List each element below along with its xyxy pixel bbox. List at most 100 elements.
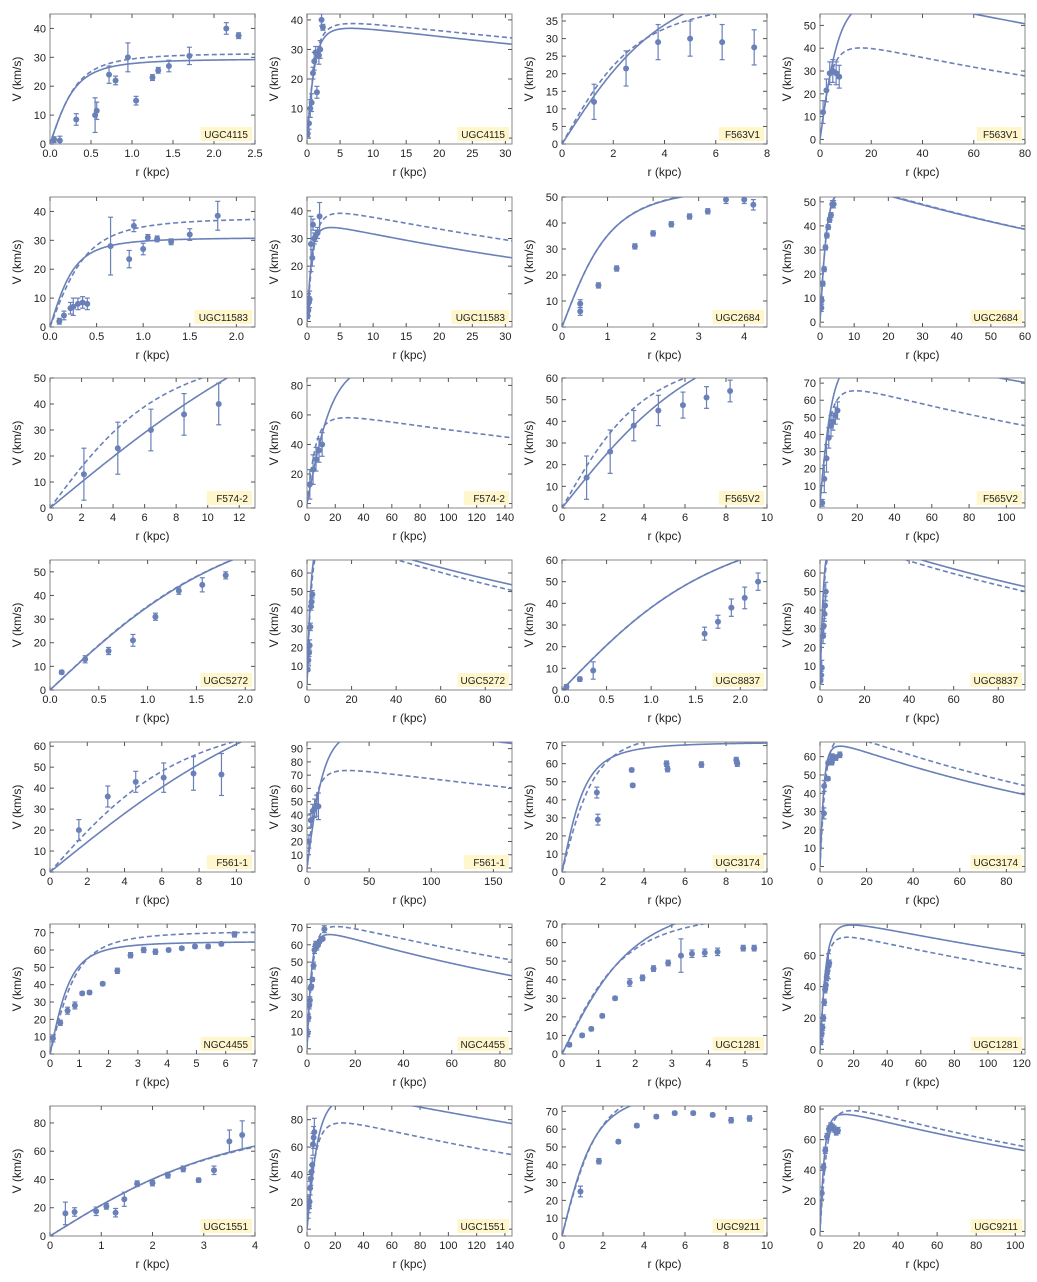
y-tick-label: 40 bbox=[546, 975, 558, 987]
data-point bbox=[180, 1165, 187, 1172]
data-point bbox=[633, 1122, 640, 1129]
galaxy-label-bg bbox=[712, 310, 764, 324]
data-point bbox=[235, 32, 242, 39]
x-tick-label: 100 bbox=[979, 1058, 997, 1070]
y-tick-label: 10 bbox=[291, 1026, 303, 1038]
data-point bbox=[149, 1180, 156, 1187]
galaxy-label: UGC2684 bbox=[716, 313, 761, 324]
chart-svg: 0.0 0.5 1.0 1.5 2.0 2.5 0 10 20 30 40 r (kpc) V (km/… bbox=[10, 13, 263, 179]
chart-panel: 0 2 4 6 8 10 0 10 20 30 40 50 60 r (kpc) V (km/s) F565V… bbox=[514, 373, 779, 554]
y-tick-label: 40 bbox=[291, 974, 303, 986]
data-point bbox=[308, 598, 315, 605]
x-tick-label: 0.5 bbox=[599, 694, 614, 706]
x-tick-label: 0 bbox=[559, 148, 565, 160]
chart-svg: 0 20 40 60 80 0 10 20 30 40 50 60 70 r (kpc) V (km/s) N… bbox=[267, 922, 513, 1089]
x-tick-label: 4 bbox=[164, 1058, 170, 1070]
x-tick-label: 20 bbox=[349, 1058, 361, 1070]
y-tick-label: 80 bbox=[804, 1104, 816, 1116]
data-point bbox=[591, 98, 598, 105]
data-point bbox=[71, 1208, 78, 1215]
galaxy-label: UGC5272 bbox=[204, 676, 249, 687]
x-tick-label: 10 bbox=[761, 876, 773, 888]
y-tick-label: 40 bbox=[34, 1174, 46, 1186]
y-tick-label: 10 bbox=[34, 1032, 46, 1044]
data-point bbox=[152, 948, 159, 955]
data-point bbox=[309, 1161, 316, 1168]
galaxy-label: F565V2 bbox=[983, 494, 1018, 505]
x-axis-title: r (kpc) bbox=[136, 711, 170, 725]
x-tick-label: 20 bbox=[433, 331, 445, 343]
y-tick-label: 10 bbox=[546, 296, 558, 308]
plot-frame bbox=[819, 196, 1026, 328]
y-tick-label: 25 bbox=[546, 51, 558, 63]
y-tick-label: 60 bbox=[804, 395, 816, 407]
x-tick-label: 0 bbox=[817, 1240, 823, 1252]
curve-group bbox=[50, 378, 229, 508]
x-tick-label: 6 bbox=[159, 876, 165, 888]
y-tick-label: 40 bbox=[291, 810, 303, 822]
plot-frame bbox=[49, 741, 256, 873]
y-tick-label: 60 bbox=[804, 752, 816, 764]
galaxy-label-bg bbox=[451, 310, 509, 324]
data-point bbox=[723, 197, 729, 203]
x-tick-label: 20 bbox=[433, 148, 445, 160]
x-axis-title: r (kpc) bbox=[393, 165, 427, 179]
chart-svg: 0 2 4 6 8 0 5 10 15 20 25 30 35 r (kpc) V (km/s) F563V1 bbox=[522, 13, 770, 179]
galaxy-label: NGC4455 bbox=[204, 1040, 249, 1051]
data-point bbox=[308, 983, 315, 990]
y-axis-title: V (km/s) bbox=[780, 603, 794, 648]
y-tick-label: 20 bbox=[804, 1013, 816, 1025]
y-axis-title: V (km/s) bbox=[522, 785, 536, 830]
data-point bbox=[223, 25, 230, 32]
data-point bbox=[830, 418, 837, 425]
y-tick-label: 20 bbox=[804, 1196, 816, 1208]
y-tick-label: 50 bbox=[291, 957, 303, 969]
x-tick-label: 60 bbox=[926, 512, 938, 524]
x-tick-label: 60 bbox=[954, 876, 966, 888]
galaxy-label: F574-2 bbox=[473, 494, 505, 505]
y-tick-label: 0 bbox=[552, 867, 558, 879]
chart-svg: 0 2 4 6 8 10 0 10 20 30 40 50 60 r (kpc) V (km/s) F565V… bbox=[522, 373, 773, 543]
galaxy-label-bg bbox=[206, 491, 252, 505]
x-tick-label: 0 bbox=[304, 1058, 310, 1070]
y-tick-label: 10 bbox=[34, 661, 46, 673]
x-axis-title: r (kpc) bbox=[648, 1257, 682, 1271]
curve-group bbox=[562, 1106, 753, 1236]
y-tick-label: 50 bbox=[546, 577, 558, 589]
x-tick-label: 40 bbox=[951, 331, 963, 343]
model-curve-dashed bbox=[50, 1146, 255, 1236]
x-tick-label: 80 bbox=[1000, 876, 1012, 888]
x-tick-label: 6 bbox=[682, 1240, 688, 1252]
y-tick-label: 50 bbox=[546, 395, 558, 407]
data-point bbox=[164, 1172, 171, 1179]
y-tick-label: 40 bbox=[804, 1165, 816, 1177]
galaxy-label-bg bbox=[200, 1037, 252, 1051]
y-tick-label: 30 bbox=[546, 993, 558, 1005]
chart-panel: 0.0 0.5 1.0 1.5 2.0 0 10 20 30 40 50 60 r (kpc) V (km… bbox=[514, 555, 779, 736]
y-tick-label: 20 bbox=[34, 451, 46, 463]
y-tick-label: 50 bbox=[34, 567, 46, 579]
y-tick-label: 70 bbox=[34, 928, 46, 940]
y-tick-label: 10 bbox=[291, 661, 303, 673]
x-tick-label: 20 bbox=[329, 512, 341, 524]
x-tick-label: 1.5 bbox=[688, 694, 703, 706]
x-axis-title: r (kpc) bbox=[393, 529, 427, 543]
x-tick-label: 0.0 bbox=[42, 148, 57, 160]
y-axis-title: V (km/s) bbox=[780, 785, 794, 830]
y-tick-label: 40 bbox=[291, 206, 303, 218]
data-point bbox=[160, 774, 167, 781]
galaxy-label-bg bbox=[457, 127, 509, 141]
data-point bbox=[121, 1196, 128, 1203]
y-tick-label: 20 bbox=[546, 69, 558, 81]
data-point bbox=[307, 666, 311, 673]
data-point bbox=[820, 304, 825, 311]
y-axis-title: V (km/s) bbox=[10, 603, 24, 648]
data-point bbox=[307, 1198, 313, 1205]
chart-panel: 0 2 4 6 8 10 0 10 20 30 40 50 60 r (kpc) V (km/s) F561-… bbox=[2, 741, 267, 918]
data-point bbox=[820, 1190, 825, 1197]
y-tick-label: 60 bbox=[291, 568, 303, 580]
chart-panel: 0 10 20 30 40 50 60 0 10 20 30 40 50 r (kpc) V (km/s) U… bbox=[772, 196, 1037, 373]
